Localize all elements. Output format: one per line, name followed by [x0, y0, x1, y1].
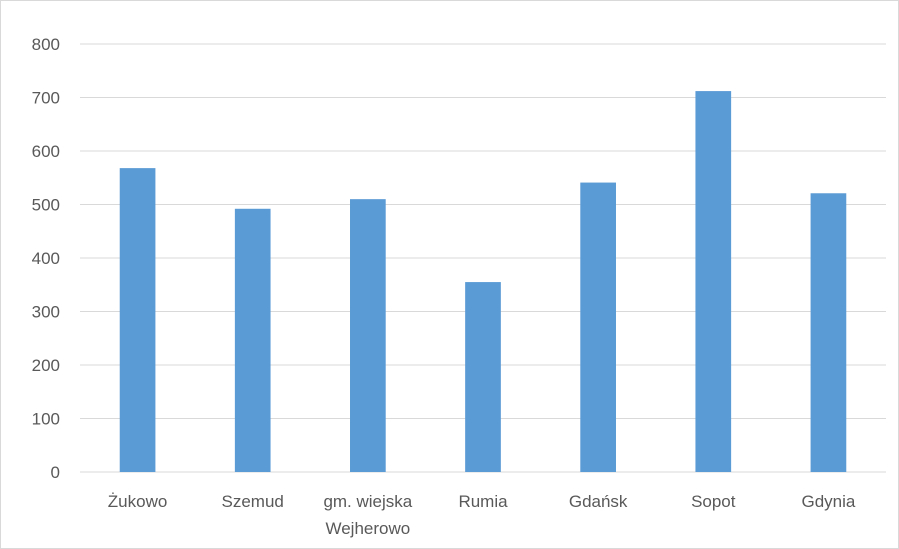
x-category-label: Gdynia — [801, 492, 855, 511]
bar — [580, 182, 616, 472]
x-category-label: Rumia — [458, 492, 508, 511]
y-tick-label: 100 — [32, 410, 60, 429]
x-category-label: gm. wiejska Wejherowo — [323, 492, 412, 538]
y-tick-label: 300 — [32, 303, 60, 322]
bar — [119, 168, 156, 472]
x-category-label-line: Żukowo — [108, 492, 168, 511]
y-tick-label: 400 — [32, 249, 60, 268]
y-tick-label: 0 — [51, 463, 60, 482]
x-axis-labels: Żukowo Szemud gm. wiejska Wejherowo Rumia Gda… — [108, 492, 856, 538]
y-tick-label: 500 — [32, 196, 60, 215]
x-category-label-line: gm. wiejska — [323, 492, 412, 511]
y-tick-label: 800 — [32, 35, 60, 54]
bars — [119, 91, 847, 472]
y-axis-ticks: 0 100 200 300 400 500 600 700 800 — [32, 35, 60, 482]
x-category-label-line: Gdańsk — [569, 492, 628, 511]
gridlines — [80, 43, 886, 473]
x-category-label: Sopot — [691, 492, 736, 511]
y-tick-label: 700 — [32, 89, 60, 108]
y-tick-label: 200 — [32, 356, 60, 375]
x-category-label: Żukowo — [108, 492, 168, 511]
x-category-label-line: Szemud — [222, 492, 284, 511]
bar — [810, 193, 847, 472]
x-category-label-line: Sopot — [691, 492, 736, 511]
y-tick-label: 600 — [32, 142, 60, 161]
x-category-label-line: Wejherowo — [325, 519, 410, 538]
x-category-label: Gdańsk — [569, 492, 628, 511]
bar — [350, 199, 386, 472]
x-category-label-line: Gdynia — [801, 492, 855, 511]
bar — [465, 282, 501, 472]
bar — [695, 91, 732, 472]
x-category-label: Szemud — [222, 492, 284, 511]
x-category-label-line: Rumia — [458, 492, 508, 511]
bar — [234, 208, 271, 472]
